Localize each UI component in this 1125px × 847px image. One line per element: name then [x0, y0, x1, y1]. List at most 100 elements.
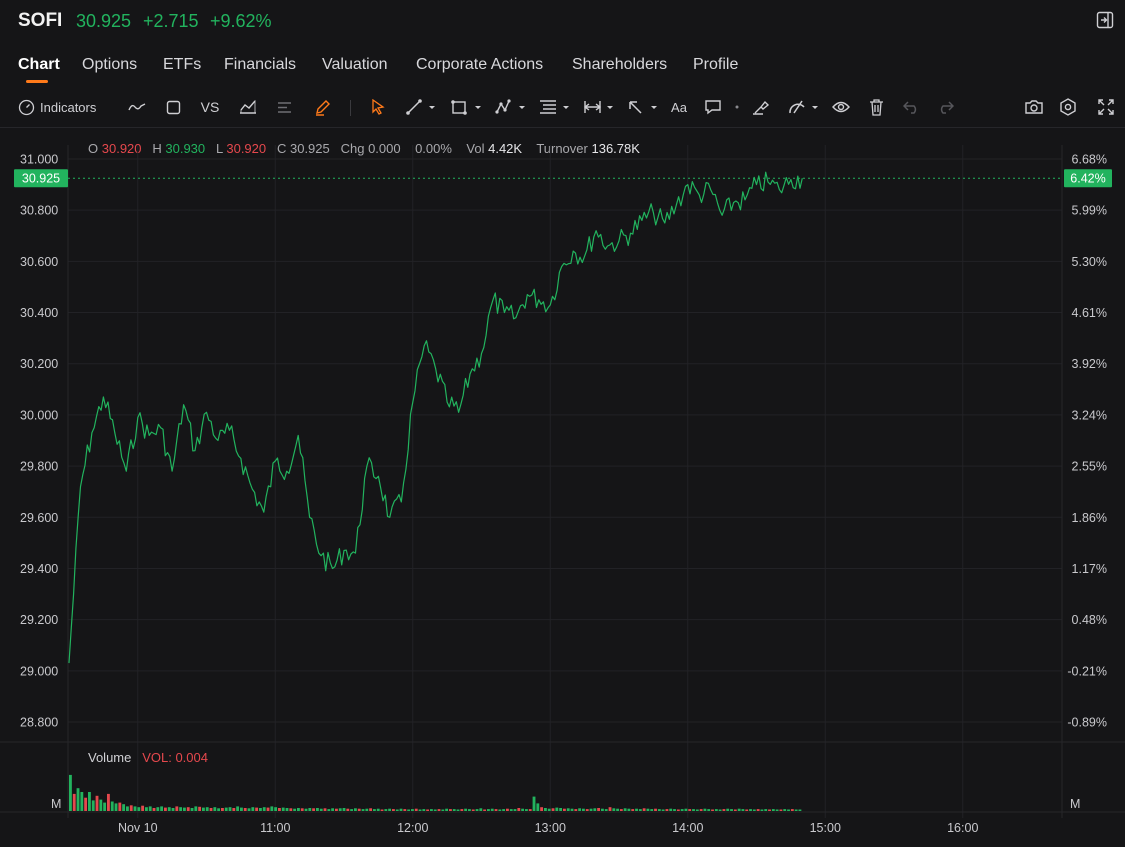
cursor-icon[interactable]: [368, 92, 388, 122]
settings-icon[interactable]: [1057, 92, 1079, 122]
tab-options[interactable]: Options: [82, 56, 138, 73]
volume-bar: [91, 800, 95, 811]
trend-line-icon[interactable]: [403, 92, 437, 122]
visibility-icon[interactable]: [830, 92, 852, 122]
volume-bar: [380, 809, 384, 811]
lines-icon[interactable]: [274, 92, 294, 122]
tab-corporate-actions[interactable]: Corporate Actions: [416, 56, 544, 73]
open-value: 30.920: [101, 141, 142, 156]
volume-bar: [566, 808, 570, 811]
volume-bar: [293, 808, 297, 811]
volume-bar: [760, 809, 764, 811]
arrow-icon[interactable]: [625, 92, 659, 122]
volume-bar: [95, 795, 99, 811]
camera-icon[interactable]: [1023, 92, 1045, 122]
exit-panel-icon[interactable]: [1096, 11, 1114, 29]
volume-bar: [373, 809, 376, 811]
volume-value: 4.42K: [488, 141, 523, 156]
trash-icon[interactable]: [865, 92, 887, 122]
price-change-percent: +9.62%: [210, 11, 272, 31]
volume-bar: [392, 809, 395, 811]
vs-compare-button[interactable]: VS: [200, 99, 220, 115]
volume-bar: [449, 809, 452, 811]
volume-bar: [69, 774, 72, 811]
volume-bar: [274, 807, 278, 811]
volume-bar: [289, 808, 293, 811]
volume-bar: [114, 803, 118, 811]
text-tool[interactable]: Aa: [671, 99, 687, 115]
chart-type-icon[interactable]: [237, 92, 259, 122]
price-tick-label: 30.600: [20, 255, 58, 269]
volume-bar: [684, 808, 688, 811]
volume-bar: [103, 802, 107, 811]
patterns-icon[interactable]: [493, 92, 527, 122]
volume-bar: [369, 808, 373, 811]
volume-bar: [798, 809, 802, 811]
volume-panel-value: VOL: 0.004: [142, 750, 208, 765]
volume-bar: [236, 806, 240, 811]
volume-bar: [399, 808, 403, 811]
volume-bar: [509, 809, 513, 811]
shapes-icon[interactable]: [449, 92, 483, 122]
low-value: 30.920: [226, 141, 267, 156]
volume-bar: [243, 808, 247, 811]
tab-chart[interactable]: Chart: [18, 56, 60, 73]
volume-bar: [563, 808, 566, 811]
percent-tick-label: 6.68%: [1072, 153, 1107, 167]
fullscreen-icon[interactable]: [1095, 92, 1117, 122]
time-tick-label: 15:00: [810, 821, 841, 835]
close-label: C: [276, 141, 287, 156]
volume-bar: [749, 809, 752, 811]
tab-profile[interactable]: Profile: [693, 56, 739, 73]
volume-bar: [80, 792, 84, 811]
volume-bar: [365, 808, 369, 811]
price-tick-label: 29.800: [20, 460, 58, 474]
volume-bar: [342, 808, 346, 811]
volume-bar: [107, 793, 110, 811]
volume-bar: [164, 807, 167, 811]
tab-shareholders[interactable]: Shareholders: [572, 56, 668, 73]
volume-bar: [198, 806, 202, 811]
rectangle-icon[interactable]: [163, 92, 183, 122]
volume-bar: [714, 809, 718, 811]
volume-bar: [426, 809, 430, 811]
tab-valuation[interactable]: Valuation: [322, 56, 388, 73]
price-tick-label: 30.000: [20, 408, 58, 422]
volume-bar: [327, 809, 331, 811]
time-tick-label: Nov 10: [118, 821, 158, 835]
percent-tick-label: 3.92%: [1072, 357, 1107, 371]
undo-icon[interactable]: [900, 92, 922, 122]
time-tick-label: 13:00: [535, 821, 566, 835]
volume-bar: [578, 808, 582, 811]
open-label: O: [88, 141, 99, 156]
indicators-button[interactable]: Indicators: [18, 92, 108, 122]
volume-bar: [156, 807, 160, 811]
volume-bar: [612, 808, 616, 811]
volume-bar: [490, 808, 494, 811]
ticker-symbol[interactable]: SOFI: [18, 10, 63, 31]
volume-bar: [646, 808, 650, 811]
volume-bar: [528, 809, 532, 811]
volume-bar: [183, 807, 186, 811]
lock-drawings-icon[interactable]: [786, 92, 820, 122]
magnet-icon[interactable]: [750, 92, 772, 122]
volume-bar: [300, 808, 304, 811]
tab-financials[interactable]: Financials: [224, 56, 297, 73]
price-line-series[interactable]: [68, 171, 803, 664]
volume-bar: [240, 807, 243, 811]
volume-bar: [251, 807, 255, 811]
measure-icon[interactable]: [581, 92, 615, 122]
line-type-icon[interactable]: [126, 92, 148, 122]
volume-bar: [361, 809, 365, 811]
brush-icon[interactable]: [311, 92, 333, 122]
chart-toolbar: Indicators VS Aa: [0, 92, 1125, 122]
tab-etfs[interactable]: ETFs: [163, 56, 202, 73]
redo-icon[interactable]: [934, 92, 956, 122]
high-label: H: [152, 141, 162, 156]
volume-bar: [642, 808, 646, 811]
volume-bar: [126, 806, 129, 811]
fib-icon[interactable]: [537, 92, 571, 122]
comment-icon[interactable]: [702, 92, 724, 122]
volume-bar: [304, 808, 308, 811]
